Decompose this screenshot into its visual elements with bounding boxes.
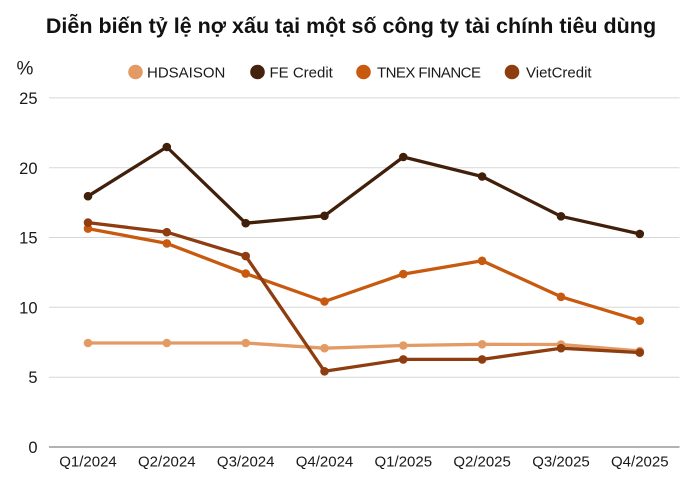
svg-text:Q3/2025: Q3/2025 — [532, 454, 590, 471]
svg-text:20: 20 — [19, 160, 37, 178]
svg-text:Q1/2025: Q1/2025 — [375, 454, 433, 471]
svg-text:15: 15 — [19, 230, 37, 248]
svg-text:Q2/2024: Q2/2024 — [138, 454, 196, 471]
svg-text:VietCredit: VietCredit — [526, 65, 592, 82]
svg-text:%: % — [17, 59, 34, 80]
svg-text:Diễn biến tỷ lệ nợ xấu tại một: Diễn biến tỷ lệ nợ xấu tại một số công t… — [46, 13, 656, 38]
svg-text:TNEX FINANCE: TNEX FINANCE — [377, 65, 481, 82]
svg-text:FE Credit: FE Credit — [270, 65, 334, 82]
svg-text:Q4/2025: Q4/2025 — [611, 454, 669, 471]
svg-text:5: 5 — [28, 369, 37, 387]
svg-text:Q3/2024: Q3/2024 — [217, 454, 275, 471]
svg-text:25: 25 — [19, 90, 37, 108]
svg-text:Q2/2025: Q2/2025 — [453, 454, 511, 471]
svg-text:HDSAISON: HDSAISON — [147, 65, 225, 82]
svg-text:Q4/2024: Q4/2024 — [296, 454, 354, 471]
svg-text:Q1/2024: Q1/2024 — [59, 454, 117, 471]
svg-text:10: 10 — [19, 299, 37, 317]
svg-text:0: 0 — [28, 439, 37, 457]
